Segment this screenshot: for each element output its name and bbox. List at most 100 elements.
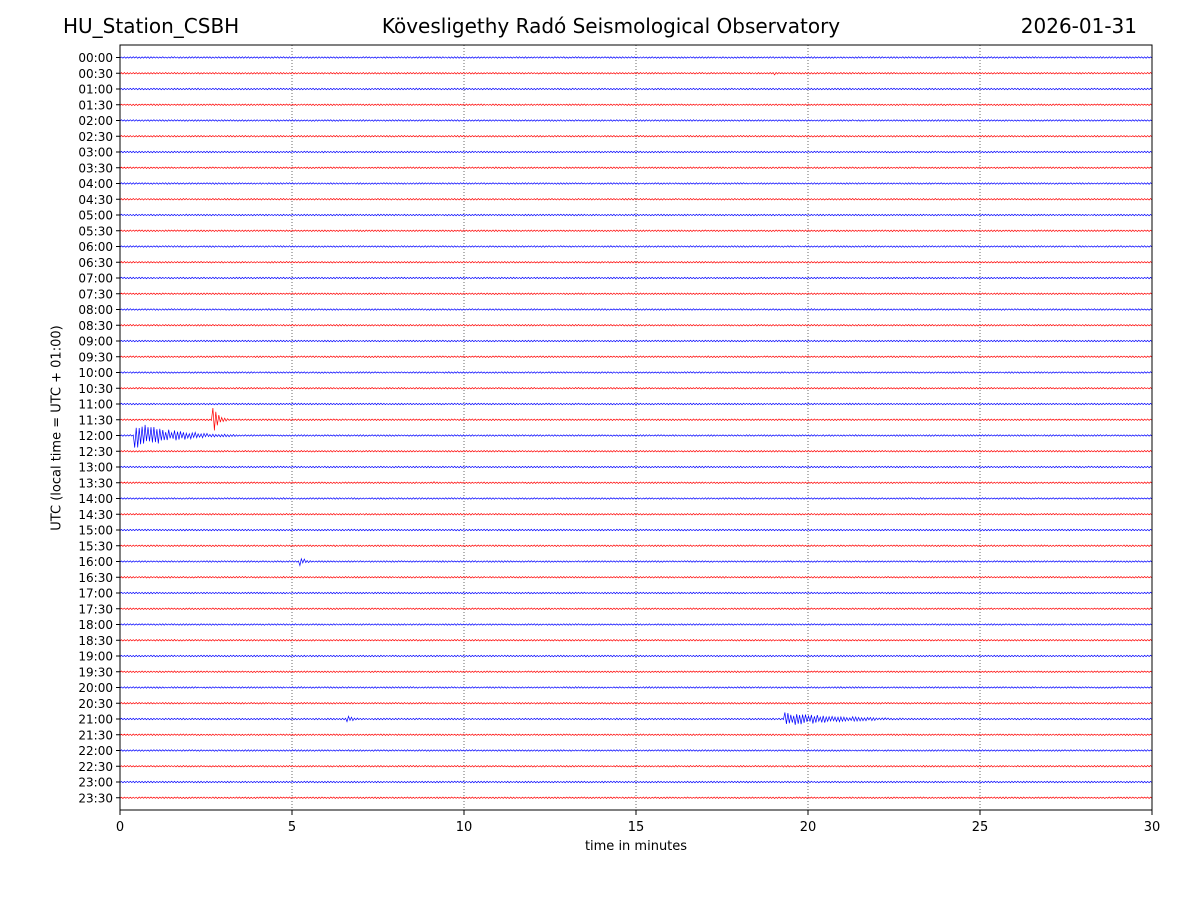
trace-1500 xyxy=(119,528,1153,532)
trace-0430 xyxy=(119,197,1153,201)
y-tick-label-2130: 21:30 xyxy=(78,728,113,742)
y-tick-label-0800: 08:00 xyxy=(78,303,113,317)
x-tick-label-25: 25 xyxy=(972,820,989,835)
y-tick-label-1530: 15:30 xyxy=(78,539,113,553)
trace-2100 xyxy=(119,712,1153,725)
trace-2230 xyxy=(119,764,1153,768)
station-title: HU_Station_CSBH xyxy=(63,14,240,38)
y-tick-label-2030: 20:30 xyxy=(78,697,113,711)
x-tick-label-15: 15 xyxy=(628,820,645,835)
y-tick-label-1930: 19:30 xyxy=(78,665,113,679)
trace-1030 xyxy=(119,386,1153,390)
y-tick-label-1100: 11:00 xyxy=(78,398,113,412)
trace-0000 xyxy=(119,56,1153,59)
x-tick-label-0: 0 xyxy=(116,820,124,835)
trace-2200 xyxy=(119,749,1153,752)
x-tick-label-10: 10 xyxy=(456,820,473,835)
trace-2030 xyxy=(119,701,1153,705)
y-tick-label-2100: 21:00 xyxy=(78,713,113,727)
trace-0200 xyxy=(119,119,1153,122)
y-tick-label-1300: 13:00 xyxy=(78,461,113,475)
y-tick-label-1230: 12:30 xyxy=(78,445,113,459)
y-tick-label-1900: 19:00 xyxy=(78,650,113,664)
y-tick-label-1600: 16:00 xyxy=(78,555,113,569)
trace-0030 xyxy=(119,71,1153,76)
y-tick-label-0930: 09:30 xyxy=(78,350,113,364)
trace-1200 xyxy=(119,424,1153,448)
trace-0330 xyxy=(119,166,1153,170)
y-tick-label-1630: 16:30 xyxy=(78,571,113,585)
y-tick-label-0830: 08:30 xyxy=(78,319,113,333)
y-tick-label-0330: 03:30 xyxy=(78,161,113,175)
x-tick-label-30: 30 xyxy=(1144,820,1161,835)
y-tick-label-2230: 22:30 xyxy=(78,760,113,774)
trace-2330 xyxy=(119,796,1153,800)
y-tick-label-0900: 09:00 xyxy=(78,335,113,349)
y-tick-label-0400: 04:00 xyxy=(78,177,113,191)
grid-lines xyxy=(291,45,981,810)
y-tick-label-2000: 20:00 xyxy=(78,681,113,695)
date-title: 2026-01-31 xyxy=(1020,14,1137,38)
y-tick-label-1800: 18:00 xyxy=(78,618,113,632)
trace-0100 xyxy=(119,87,1153,91)
y-tick-label-1200: 12:00 xyxy=(78,429,113,443)
x-axis-label: time in minutes xyxy=(585,839,687,854)
y-tick-label-1130: 11:30 xyxy=(78,413,113,427)
trace-1230 xyxy=(119,449,1153,453)
trace-0230 xyxy=(119,134,1153,138)
x-tick-label-5: 5 xyxy=(288,820,296,835)
trace-1330 xyxy=(119,481,1153,485)
y-tick-label-0730: 07:30 xyxy=(78,287,113,301)
x-tick-label-20: 20 xyxy=(800,820,817,835)
trace-0530 xyxy=(119,229,1153,233)
y-tick-label-0230: 02:30 xyxy=(78,130,113,144)
trace-1830 xyxy=(119,638,1153,642)
trace-1400 xyxy=(119,497,1153,500)
y-tick-label-2330: 23:30 xyxy=(78,791,113,805)
trace-0300 xyxy=(119,150,1153,154)
y-tick-label-1500: 15:00 xyxy=(78,524,113,538)
trace-2300 xyxy=(119,780,1153,784)
y-tick-label-1400: 14:00 xyxy=(78,492,113,506)
y-tick-label-0200: 02:00 xyxy=(78,114,113,128)
y-tick-label-0630: 06:30 xyxy=(78,256,113,270)
chart-title: Kövesligethy Radó Seismological Observat… xyxy=(381,14,841,38)
trace-1700 xyxy=(119,591,1153,595)
trace-0730 xyxy=(119,292,1153,296)
trace-1900 xyxy=(119,654,1153,658)
trace-0500 xyxy=(119,213,1153,217)
trace-1100 xyxy=(119,402,1153,406)
trace-2000 xyxy=(119,686,1153,689)
y-tick-label-0700: 07:00 xyxy=(78,272,113,286)
y-tick-label-0430: 04:30 xyxy=(78,193,113,207)
y-tick-label-0000: 00:00 xyxy=(78,51,113,65)
y-tick-label-1000: 10:00 xyxy=(78,366,113,380)
trace-1800 xyxy=(119,623,1153,626)
y-tick-label-0500: 05:00 xyxy=(78,209,113,223)
y-tick-label-0530: 05:30 xyxy=(78,224,113,238)
trace-0130 xyxy=(119,103,1153,107)
trace-1430 xyxy=(119,512,1153,516)
y-tick-label-0130: 01:30 xyxy=(78,98,113,112)
trace-1930 xyxy=(119,670,1153,674)
y-tick-label-2200: 22:00 xyxy=(78,744,113,758)
trace-0400 xyxy=(119,182,1153,185)
trace-1600 xyxy=(119,557,1153,567)
traces xyxy=(119,56,1153,800)
y-tick-label-1030: 10:30 xyxy=(78,382,113,396)
y-tick-label-1430: 14:30 xyxy=(78,508,113,522)
trace-0930 xyxy=(119,355,1153,359)
trace-2130 xyxy=(119,733,1153,737)
x-ticks: 0 5 10 15 20 25 30 xyxy=(116,810,1160,835)
trace-0630 xyxy=(119,260,1153,264)
y-tick-label-0030: 00:30 xyxy=(78,67,113,81)
y-tick-label-0100: 01:00 xyxy=(78,83,113,97)
y-tick-label-1330: 13:30 xyxy=(78,476,113,490)
y-tick-label-2300: 23:00 xyxy=(78,776,113,790)
trace-1730 xyxy=(119,607,1153,611)
y-tick-label-0600: 06:00 xyxy=(78,240,113,254)
trace-1130 xyxy=(119,407,1153,431)
trace-0600 xyxy=(119,245,1153,248)
trace-1630 xyxy=(119,575,1153,579)
